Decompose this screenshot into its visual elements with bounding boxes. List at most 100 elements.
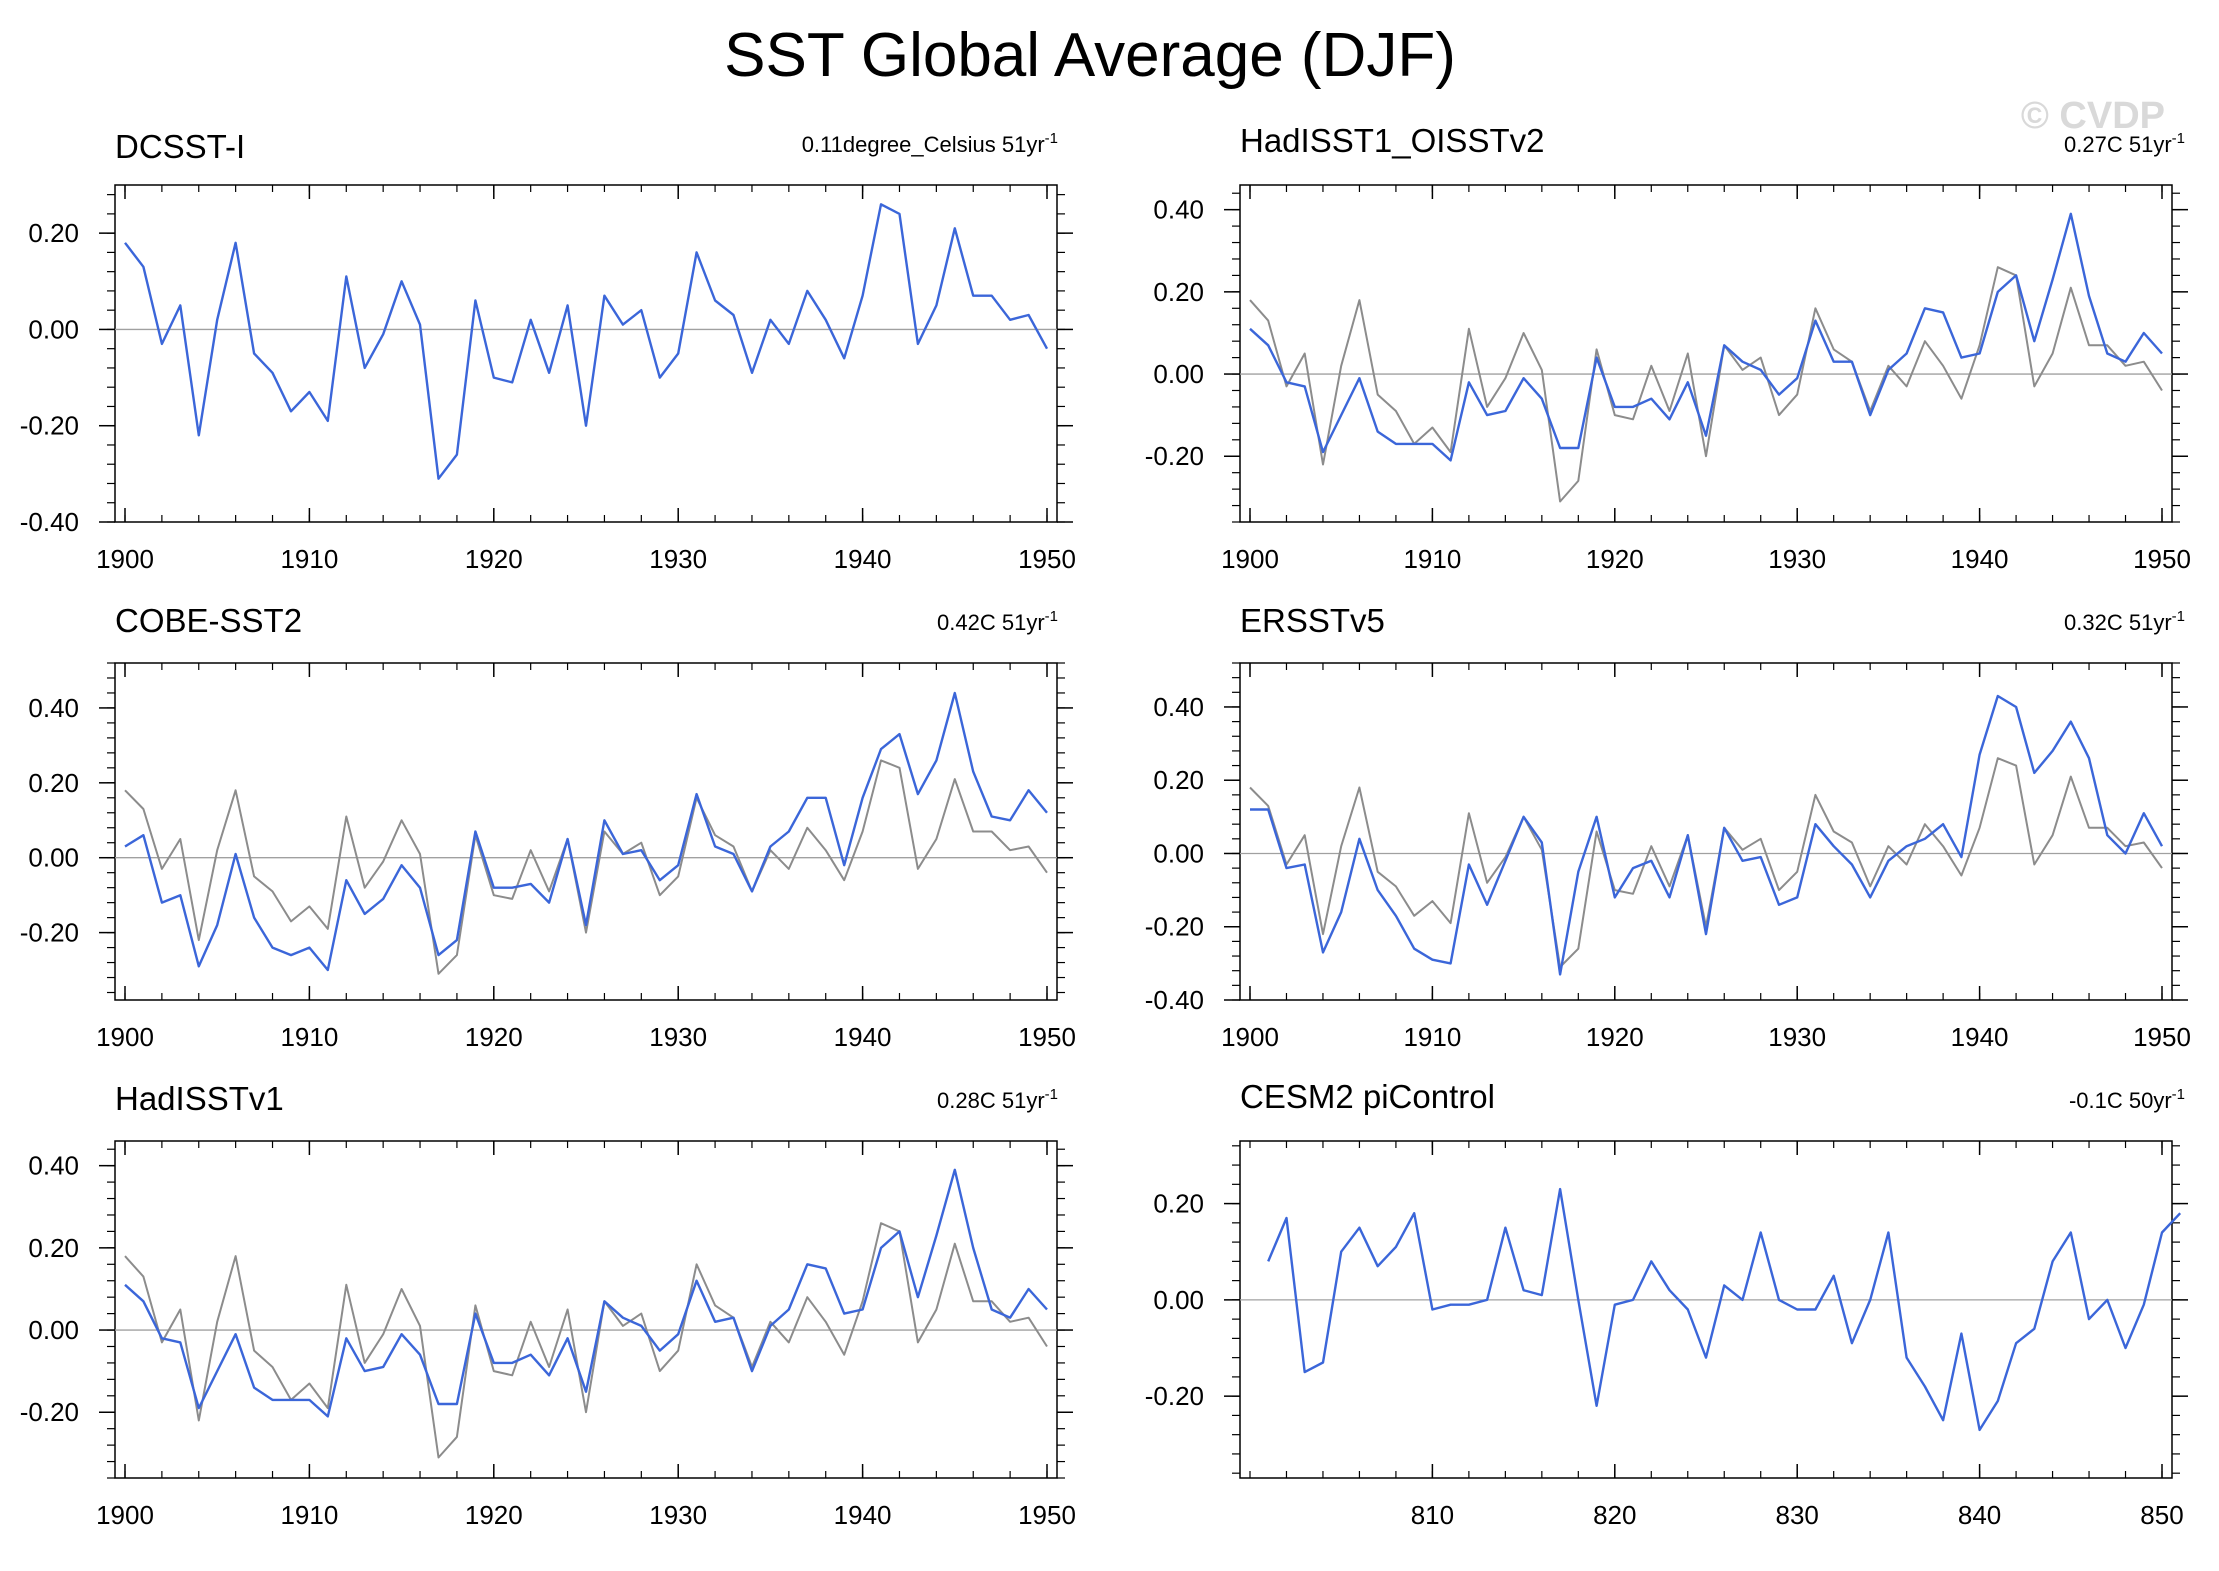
plot-frame xyxy=(114,184,1058,523)
y-tick-label: 0.40 xyxy=(1153,195,1204,225)
y-axis: -0.20 0.00 0.20 xyxy=(1145,1145,2188,1474)
x-tick-label: 1950 xyxy=(1018,544,1076,574)
panel-ersstv5: ERSSTv5 0.32C 51yr-1 1900 1910 1920 1930 194… xyxy=(1145,602,2191,1052)
trend-sup: -1 xyxy=(1045,1086,1058,1103)
x-tick-label: 1940 xyxy=(834,1022,892,1052)
x-tick-label: 1900 xyxy=(96,544,154,574)
x-tick-label: 1920 xyxy=(465,544,523,574)
x-tick-label: 1930 xyxy=(1768,1022,1826,1052)
panel-title: COBE-SST2 xyxy=(115,602,302,639)
series-line-main xyxy=(124,203,1049,480)
x-axis: 1900 1910 1920 1930 1940 1950 xyxy=(96,185,1076,574)
y-tick-label: -0.20 xyxy=(1145,1381,1204,1411)
trend-value: 0.28C 51yr xyxy=(937,1088,1045,1113)
plot-area: 810 820 830 840 850 -0.20 0.00 0.20 xyxy=(1145,1140,2188,1530)
panel-title: HadISST1_OISSTv2 xyxy=(1240,122,1544,159)
panel-title: DCSST-I xyxy=(115,128,245,165)
y-tick-label: -0.20 xyxy=(20,411,79,441)
y-tick-label: 0.20 xyxy=(1153,765,1204,795)
x-tick-label: 1910 xyxy=(280,1022,338,1052)
y-tick-label: 0.00 xyxy=(1153,838,1204,868)
x-tick-label: 1910 xyxy=(1403,544,1461,574)
y-tick-label: 0.40 xyxy=(1153,692,1204,722)
trend-value: 0.32C 51yr xyxy=(2064,610,2172,635)
trend-label: 0.28C 51yr-1 xyxy=(937,1086,1058,1113)
x-tick-label: 1920 xyxy=(1586,1022,1644,1052)
panel-cesm2-picontrol: CESM2 piControl -0.1C 50yr-1 810 820 830 84… xyxy=(1145,1078,2188,1530)
trend-value: 0.42C 51yr xyxy=(937,610,1045,635)
x-tick-label: 1910 xyxy=(280,1500,338,1530)
trend-sup: -1 xyxy=(1045,130,1058,147)
y-axis: -0.40 -0.20 0.00 0.20 0.40 xyxy=(1145,662,2188,1015)
y-tick-label: 0.20 xyxy=(28,218,79,248)
y-tick-label: -0.40 xyxy=(20,507,79,537)
y-tick-label: 0.40 xyxy=(28,693,79,723)
x-tick-label: 850 xyxy=(2140,1500,2183,1530)
plot-area: 1900 1910 1920 1930 1940 1950 -0.20 0.00 0.20 0.4… xyxy=(1145,184,2191,574)
plot-area: 1900 1910 1920 1930 1940 1950 -0.40 -0.20 0.00 0.… xyxy=(20,184,1076,574)
x-tick-label: 1900 xyxy=(1221,544,1279,574)
panel-title: CESM2 piControl xyxy=(1240,1078,1495,1115)
y-tick-label: 0.20 xyxy=(28,1233,79,1263)
plot-frame xyxy=(1239,1140,2173,1479)
x-tick-label: 1940 xyxy=(834,544,892,574)
x-tick-label: 1910 xyxy=(1403,1022,1461,1052)
y-tick-label: 0.00 xyxy=(28,314,79,344)
plot-frame xyxy=(114,662,1058,1001)
y-tick-label: -0.20 xyxy=(20,1397,79,1427)
panel-title: ERSSTv5 xyxy=(1240,602,1385,639)
y-tick-label: -0.20 xyxy=(1145,912,1204,942)
x-tick-label: 1950 xyxy=(1018,1500,1076,1530)
x-tick-label: 1900 xyxy=(96,1022,154,1052)
series-line-main xyxy=(1249,212,2163,462)
y-tick-label: 0.00 xyxy=(28,843,79,873)
plot-area: 1900 1910 1920 1930 1940 1950 -0.20 0.00 0.20 0.4… xyxy=(20,662,1076,1052)
y-tick-label: 0.20 xyxy=(1153,1189,1204,1219)
series-line-reference xyxy=(1249,757,2163,968)
trend-label: 0.11degree_Celsius 51yr-1 xyxy=(802,130,1058,157)
trend-sup: -1 xyxy=(2172,1086,2185,1103)
x-axis: 1900 1910 1920 1930 1940 1950 xyxy=(96,663,1076,1052)
figure-title: SST Global Average (DJF) xyxy=(724,21,1456,90)
panel-title: HadISSTv1 xyxy=(115,1080,284,1117)
x-tick-label: 1940 xyxy=(1951,544,2009,574)
x-tick-label: 1950 xyxy=(1018,1022,1076,1052)
trend-label: 0.42C 51yr-1 xyxy=(937,608,1058,635)
panel-cobe-sst2: COBE-SST2 0.42C 51yr-1 1900 1910 1920 1930 1… xyxy=(20,602,1076,1052)
x-tick-label: 1910 xyxy=(280,544,338,574)
trend-sup: -1 xyxy=(2172,130,2185,147)
x-tick-label: 840 xyxy=(1958,1500,2001,1530)
trend-label: 0.32C 51yr-1 xyxy=(2064,608,2185,635)
series-line-main xyxy=(124,691,1048,972)
y-tick-label: 0.40 xyxy=(28,1151,79,1181)
y-tick-label: 0.00 xyxy=(1153,359,1204,389)
y-axis: -0.20 0.00 0.20 0.40 xyxy=(1145,192,2188,523)
x-tick-label: 1900 xyxy=(96,1500,154,1530)
x-tick-label: 1940 xyxy=(834,1500,892,1530)
x-tick-label: 1920 xyxy=(465,1022,523,1052)
x-tick-label: 810 xyxy=(1411,1500,1454,1530)
x-tick-label: 1920 xyxy=(1586,544,1644,574)
y-tick-label: -0.20 xyxy=(1145,441,1204,471)
series-line-main xyxy=(1267,1187,2182,1432)
panel-hadisstv1: HadISSTv1 0.28C 51yr-1 1900 1910 1920 1930 1… xyxy=(20,1080,1076,1530)
series-line-reference xyxy=(124,1222,1048,1459)
x-axis: 1900 1910 1920 1930 1940 1950 xyxy=(1221,185,2191,574)
trend-value: 0.27C 51yr xyxy=(2064,132,2172,157)
x-tick-label: 1920 xyxy=(465,1500,523,1530)
x-tick-label: 1930 xyxy=(1768,544,1826,574)
series-line-main xyxy=(124,1168,1048,1418)
trend-sup: -1 xyxy=(1045,608,1058,625)
y-tick-label: 0.20 xyxy=(28,768,79,798)
plot-frame xyxy=(1239,662,2173,1001)
x-tick-label: 820 xyxy=(1593,1500,1636,1530)
y-tick-label: 0.20 xyxy=(1153,277,1204,307)
trend-value: 0.11degree_Celsius 51yr xyxy=(802,132,1045,157)
x-axis: 1900 1910 1920 1930 1940 1950 xyxy=(1221,663,2191,1052)
trend-label: 0.27C 51yr-1 xyxy=(2064,130,2185,157)
y-axis: -0.20 0.00 0.20 0.40 xyxy=(20,1148,1073,1479)
plot-area: 1900 1910 1920 1930 1940 1950 -0.20 0.00 0.20 0.4… xyxy=(20,1140,1076,1530)
plot-frame xyxy=(1239,184,2173,523)
panel-hadisst1-oisstv2: HadISST1_OISSTv2 0.27C 51yr-1 1900 1910 19… xyxy=(1145,122,2191,574)
